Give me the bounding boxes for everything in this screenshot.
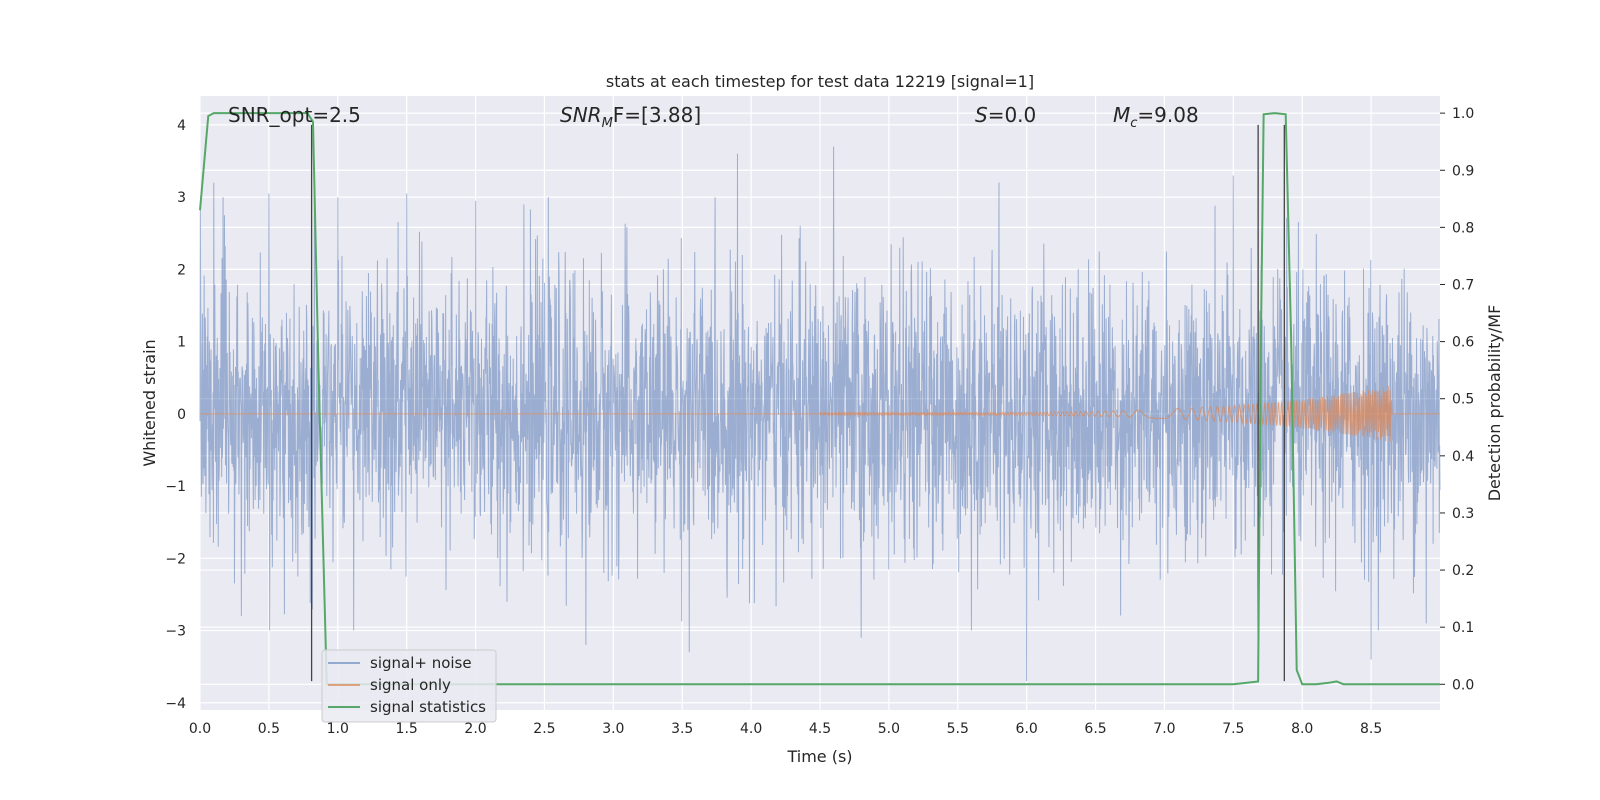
y2-tick-label: 0.7 (1452, 277, 1474, 293)
y2-tick-label: 0.8 (1452, 220, 1474, 236)
y2-tick-label: 1.0 (1452, 106, 1474, 122)
y2-tick-label: 0.5 (1452, 392, 1474, 408)
x-tick-label: 3.5 (671, 721, 693, 737)
legend-label-signal-statistics: signal statistics (370, 698, 486, 716)
y-tick-label: 2 (177, 262, 186, 278)
x-tick-label: 5.5 (947, 721, 969, 737)
series-signal-noise (199, 146, 1441, 682)
x-tick-label: 1.0 (327, 721, 349, 737)
y-tick-label: 4 (177, 118, 186, 134)
legend-box (321, 649, 497, 723)
y-tick-label: −1 (165, 479, 186, 495)
annotation-mc: Mc=9.08 (1113, 103, 1199, 131)
data-layer (199, 112, 1441, 686)
y2-tick-label: 0.9 (1452, 163, 1474, 179)
x-tick-label: 3.0 (602, 721, 624, 737)
x-tick-label: 7.5 (1222, 721, 1244, 737)
legend-label-signal-only: signal only (370, 676, 451, 694)
x-tick-label: 6.5 (1084, 721, 1106, 737)
x-tick-label: 1.5 (396, 721, 418, 737)
y-axis-label: Whitened strain (140, 339, 159, 466)
y-tick-label: −2 (165, 551, 186, 567)
y2-tick-label: 0.0 (1452, 677, 1474, 693)
annotation-snr-opt: SNR_opt=2.5 (228, 103, 361, 127)
axis-layer: 0.0 0.5 1.0 1.5 2.0 2.5 3.0 3.5 4.0 4.5 5.0 5.5 6.0 6… (165, 106, 1474, 737)
annotation-s: S=0.0 (975, 103, 1036, 127)
x-tick-label: 7.0 (1153, 721, 1175, 737)
x-tick-label: 8.5 (1360, 721, 1382, 737)
y-tick-label: 1 (177, 335, 186, 351)
chart-title: stats at each timestep for test data 122… (606, 72, 1034, 91)
series-signal-only (200, 385, 1440, 442)
y-tick-label: 3 (177, 190, 186, 206)
x-tick-label: 6.0 (1016, 721, 1038, 737)
y2-tick-label: 0.1 (1452, 620, 1474, 636)
y-tick-label: −4 (165, 696, 186, 712)
x-tick-label: 5.0 (878, 721, 900, 737)
legend: signal+ noise signal only signal statist… (321, 649, 497, 723)
y2-axis-label: Detection probability/MF (1485, 305, 1504, 502)
x-tick-label: 4.0 (740, 721, 762, 737)
series-signal-statistics (199, 112, 1440, 686)
x-tick-label: 4.5 (809, 721, 831, 737)
x-tick-label: 0.5 (258, 721, 280, 737)
y-tick-label: 0 (177, 407, 186, 423)
annotations: SNR_opt=2.5 SNRMF=[3.88] S=0.0 Mc=9.08 (228, 103, 1199, 131)
x-tick-label: 2.5 (533, 721, 555, 737)
x-tick-label: 8.0 (1291, 721, 1313, 737)
legend-label-signal-noise: signal+ noise (370, 654, 472, 672)
y-tick-label: −3 (165, 624, 186, 640)
y2-tick-label: 0.4 (1452, 449, 1474, 465)
annotation-snr-mf: SNRMF=[3.88] (560, 103, 701, 131)
y2-tick-label: 0.6 (1452, 335, 1474, 351)
x-axis-label: Time (s) (786, 747, 852, 766)
y2-tick-label: 0.2 (1452, 563, 1474, 579)
x-tick-label: 0.0 (189, 721, 211, 737)
y2-tick-label: 0.3 (1452, 506, 1474, 522)
x-tick-label: 2.0 (464, 721, 486, 737)
